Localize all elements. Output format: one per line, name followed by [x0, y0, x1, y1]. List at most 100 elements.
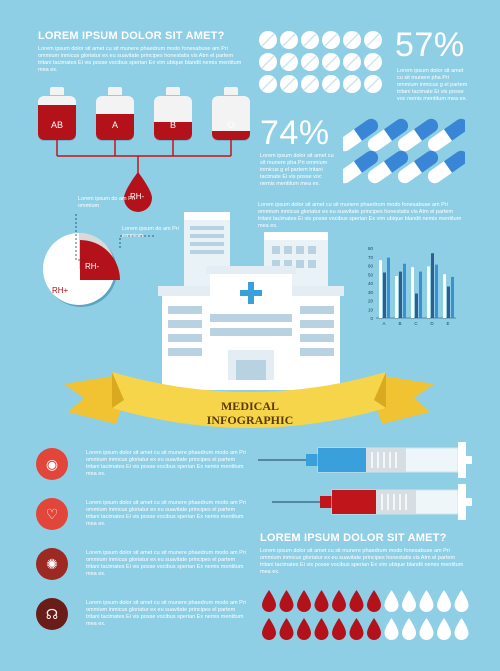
capsule-icon: [427, 118, 469, 152]
bar: [443, 274, 446, 318]
bottom-body: Lorem ipsum dolor sit amet cu sit munere…: [260, 548, 464, 575]
bar: [451, 276, 454, 318]
microbe-icon: ✺: [36, 548, 68, 580]
bar: [431, 253, 434, 318]
white-drop-icon: [402, 618, 416, 640]
x-tick-label: C: [414, 321, 418, 326]
capsule-icon: [397, 118, 439, 152]
bar: [379, 260, 382, 318]
white-drop-icon: [437, 590, 451, 612]
bar: [395, 276, 398, 318]
y-tick-label: 30: [368, 290, 374, 295]
red-drop-icon: [367, 590, 381, 612]
bottom-heading: LOREM IPSUM DOLOR SIT AMET?: [260, 532, 447, 544]
bag-fill: [212, 131, 250, 140]
bar: [427, 266, 430, 318]
rh-neg-drop-label: RH-: [130, 192, 145, 201]
ribbon-banner: [64, 372, 434, 428]
bag-cap: [50, 87, 64, 95]
pill-icon: [301, 31, 319, 49]
red-drop-icon: [314, 590, 329, 612]
bar-chart: 80 70 60 50 40 30 20 10 0 A B C D E: [368, 246, 456, 326]
bag-fill: [154, 122, 192, 140]
white-drop-icon: [384, 590, 399, 612]
bar: [415, 293, 418, 318]
rh-neg-slice-out: [80, 240, 120, 280]
x-tick-label: E: [446, 321, 449, 326]
ribbon-line1: MEDICAL: [220, 399, 279, 413]
list-item-text: Lorem ipsum dolor sit amet cu sit munere…: [86, 450, 246, 477]
pill-icon: [301, 75, 319, 93]
blood-bag-ab: AB: [38, 87, 76, 140]
lungs-icon: ☊: [36, 598, 68, 630]
mid-text: Lorem ipsum dolor sit amet cu sit munere…: [258, 202, 462, 229]
pill-icon: [364, 31, 382, 49]
stat-57-value: 57%: [395, 26, 465, 64]
top-body: Lorem ipsum dolor sit amet cu sit munere…: [38, 46, 242, 73]
blood-group-label: AB: [50, 120, 63, 130]
y-tick-label: 60: [368, 264, 374, 269]
bar: [447, 286, 450, 318]
red-drop-icon: [297, 590, 311, 612]
capsules-grid: [337, 118, 469, 188]
pill-icon: [322, 75, 340, 93]
pill-icon: [343, 31, 361, 49]
rh-neg-drop-icon: [124, 172, 152, 212]
top-heading: LOREM IPSUM DOLOR SIT AMET?: [38, 30, 225, 42]
pill-icon: [343, 75, 361, 93]
bar: [399, 271, 402, 318]
capsule-icon: [397, 150, 439, 184]
syringes: [258, 442, 472, 520]
white-drop-icon: [419, 590, 434, 612]
pill-icon: [322, 31, 340, 49]
red-drop-icon: [367, 618, 381, 640]
stat-74-value: 74%: [260, 114, 330, 152]
pill-icon: [301, 53, 319, 71]
y-tick-label: 80: [368, 246, 374, 251]
bag-fill: [96, 113, 134, 140]
bar: [403, 263, 406, 318]
y-tick-label: 40: [368, 281, 374, 286]
x-tick-label: A: [382, 321, 385, 326]
list-item-text: Lorem ipsum dolor sit amet cu sit munere…: [86, 550, 246, 577]
y-tick-label: 0: [370, 316, 373, 321]
drops-grid: [258, 588, 473, 644]
icon-list: ◉ Lorem ipsum dolor sit amet cu sit muner…: [36, 448, 246, 648]
white-drop-icon: [402, 590, 416, 612]
blood-group-label: B: [169, 120, 176, 130]
bag-cap: [108, 87, 122, 95]
pill-icon: [343, 53, 361, 71]
white-drop-icon: [437, 618, 451, 640]
red-drop-icon: [332, 590, 346, 612]
white-drop-icon: [454, 590, 469, 612]
hospital-illustration: [158, 212, 344, 390]
capsule-icon: [367, 150, 409, 184]
y-tick-label: 10: [368, 307, 374, 312]
red-drop-icon: [279, 590, 294, 612]
stat-74-body: Lorem ipsum dolor sit amet cu sit munere…: [260, 153, 334, 187]
capsule-icon: [367, 118, 409, 152]
blood-group-label: A: [111, 120, 118, 130]
pills-grid: [258, 30, 388, 98]
pill-icon: [322, 53, 340, 71]
capsule-icon: [427, 150, 469, 184]
pill-icon: [259, 31, 277, 49]
pill-icon: [364, 53, 382, 71]
red-drop-icon: [262, 618, 276, 640]
blood-bag-a: A: [96, 87, 134, 140]
red-drop-icon: [297, 618, 311, 640]
callout-1: Lorem ipsum do am Pri ommium: [78, 196, 135, 209]
white-drop-icon: [454, 618, 469, 640]
eye-icon: ◉: [36, 448, 68, 480]
white-drop-icon: [419, 618, 434, 640]
y-tick-label: 50: [368, 272, 374, 277]
pill-icon: [364, 75, 382, 93]
blood-bag-o: O: [212, 87, 250, 140]
list-item-text: Lorem ipsum dolor sit amet cu sit munere…: [86, 600, 246, 627]
white-drop-icon: [384, 618, 399, 640]
bar: [383, 272, 386, 318]
red-drop-icon: [314, 618, 329, 640]
ribbon-line2: INFOGRAPHIC: [206, 413, 294, 427]
pill-icon: [259, 53, 277, 71]
bag-fill: [38, 104, 76, 140]
